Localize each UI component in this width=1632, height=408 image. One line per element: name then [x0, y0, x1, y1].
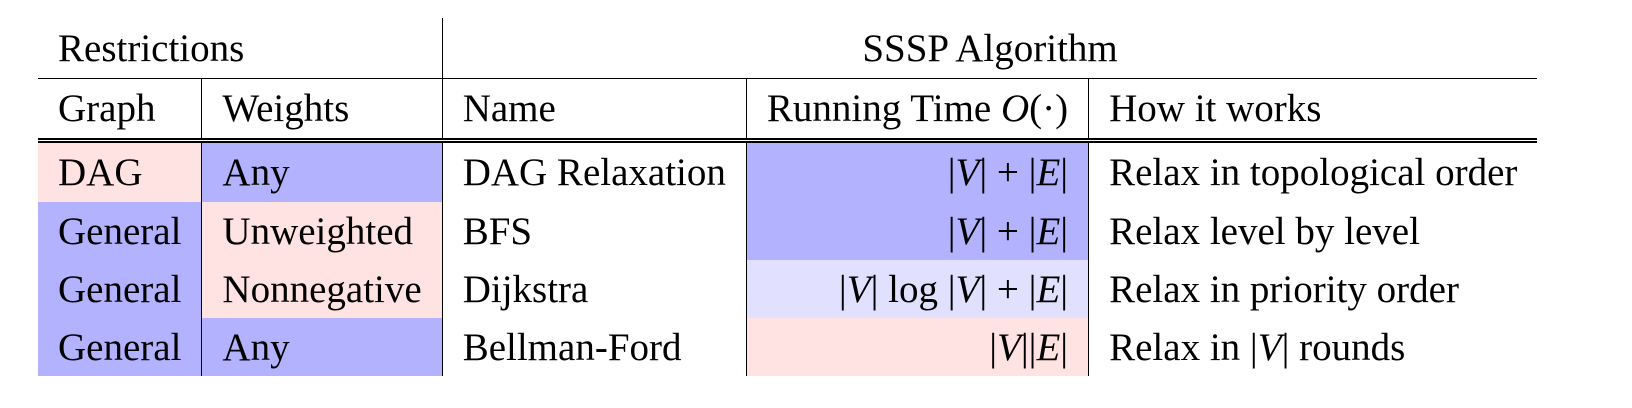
table-row: General Unweighted BFS |V| + |E| Relax l… [38, 202, 1538, 260]
running-time-column-header: Running Time O(·) [745, 78, 1089, 143]
sssp-algorithm-header: SSSP Algorithm [441, 18, 1538, 79]
graph-cell: General [38, 318, 202, 376]
graph-cell: General [38, 260, 202, 318]
algorithm-name-cell: DAG Relaxation [441, 140, 747, 202]
graph-column-header: Graph [38, 78, 202, 143]
algorithm-name-cell: Bellman-Ford [441, 318, 747, 376]
weights-cell: Nonnegative [201, 260, 443, 318]
running-time-cell: |V| + |E| [745, 202, 1089, 260]
column-header-row: Graph Weights Name Running Time O(·) How… [38, 78, 1538, 143]
graph-cell: DAG [38, 140, 202, 202]
table-row: DAG Any DAG Relaxation |V| + |E| Relax i… [38, 140, 1538, 202]
graph-cell: General [38, 202, 202, 260]
table-row: General Any Bellman-Ford |V||E| Relax in… [38, 318, 1538, 376]
algorithm-name-cell: Dijkstra [441, 260, 747, 318]
sssp-table-container: Restrictions SSSP Algorithm Graph Weight… [38, 18, 1538, 376]
running-time-cell: |V| log |V| + |E| [745, 260, 1089, 318]
running-time-cell: |V||E| [745, 318, 1089, 376]
how-it-works-cell: Relax in topological order [1088, 140, 1538, 202]
sssp-comparison-table: Restrictions SSSP Algorithm Graph Weight… [38, 18, 1538, 376]
how-it-works-cell: Relax in priority order [1088, 260, 1538, 318]
algorithm-name-cell: BFS [441, 202, 747, 260]
table-row: General Nonnegative Dijkstra |V| log |V|… [38, 260, 1538, 318]
running-time-cell: |V| + |E| [745, 140, 1089, 202]
restrictions-header: Restrictions [38, 18, 443, 79]
how-it-works-cell: Relax in |V| rounds [1088, 318, 1538, 376]
name-column-header: Name [441, 78, 747, 143]
how-it-works-cell: Relax level by level [1088, 202, 1538, 260]
weights-cell: Any [201, 140, 443, 202]
weights-column-header: Weights [201, 78, 443, 143]
group-header-row: Restrictions SSSP Algorithm [38, 18, 1538, 79]
weights-cell: Unweighted [201, 202, 443, 260]
weights-cell: Any [201, 318, 443, 376]
how-it-works-column-header: How it works [1088, 78, 1538, 143]
